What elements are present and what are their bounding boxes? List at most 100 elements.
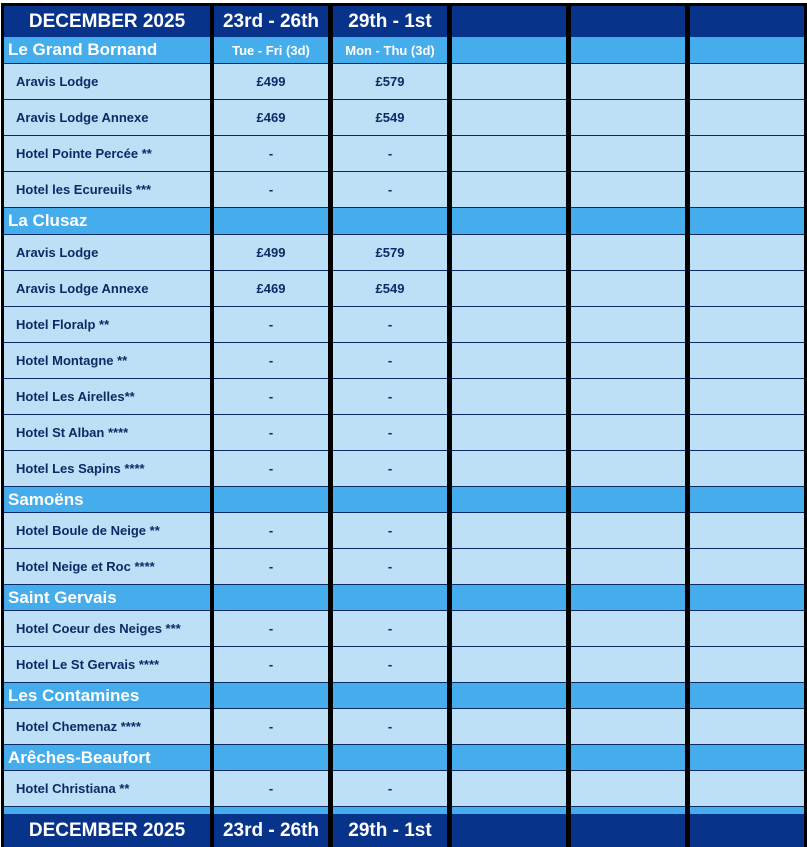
section-cell	[571, 37, 685, 64]
section-cell	[333, 208, 447, 235]
hotel-name: Hotel St Alban ****	[4, 415, 210, 451]
price-cell: -	[333, 307, 447, 343]
section-cell	[690, 585, 804, 611]
price-cell: -	[333, 136, 447, 172]
price-cell	[452, 709, 566, 745]
price-cell	[690, 64, 804, 100]
section-cell	[333, 487, 447, 513]
hotel-name: Aravis Lodge Annexe	[4, 271, 210, 307]
section-title: Le Grand Bornand	[4, 37, 210, 64]
price-cell	[690, 647, 804, 683]
price-cell	[571, 64, 685, 100]
hotel-name: Hotel Les Airelles**	[4, 379, 210, 415]
price-cell: £579	[333, 235, 447, 271]
section-cell	[690, 37, 804, 64]
column-header: 29th - 1st	[333, 6, 447, 37]
column-footer	[571, 814, 685, 847]
column-header	[452, 6, 566, 37]
section-cell	[452, 37, 566, 64]
period-column: 23rd - 26th Tue - Fri (3d) £499 £469- - £499 £…	[211, 3, 331, 847]
spacer	[690, 807, 804, 814]
spacer	[452, 807, 566, 814]
price-cell	[452, 771, 566, 807]
column-header: DECEMBER 2025	[4, 6, 210, 37]
column-footer: 23rd - 26th	[214, 814, 328, 847]
period-column	[568, 3, 688, 847]
section-title: Les Contamines	[4, 683, 210, 709]
price-cell: -	[214, 549, 328, 585]
price-cell: -	[333, 451, 447, 487]
price-cell: -	[214, 513, 328, 549]
price-cell	[452, 513, 566, 549]
price-cell: -	[214, 415, 328, 451]
column-footer: 29th - 1st	[333, 814, 447, 847]
price-cell: £469	[214, 271, 328, 307]
price-cell	[690, 100, 804, 136]
price-cell	[452, 271, 566, 307]
price-cell	[571, 771, 685, 807]
section-title: Arêches-Beaufort	[4, 745, 210, 771]
hotel-name: Hotel Neige et Roc ****	[4, 549, 210, 585]
price-cell: -	[333, 611, 447, 647]
section-cell	[571, 745, 685, 771]
period-column	[687, 3, 807, 847]
price-cell	[690, 549, 804, 585]
price-cell: -	[214, 307, 328, 343]
price-cell	[571, 343, 685, 379]
period-column	[449, 3, 569, 847]
hotel-name: Hotel Coeur des Neiges ***	[4, 611, 210, 647]
price-cell	[690, 271, 804, 307]
section-cell	[452, 208, 566, 235]
price-cell	[571, 549, 685, 585]
price-cell	[571, 100, 685, 136]
price-cell	[571, 513, 685, 549]
hotel-name: Hotel Floralp **	[4, 307, 210, 343]
price-cell: -	[333, 379, 447, 415]
hotel-name: Hotel Christiana **	[4, 771, 210, 807]
price-cell	[452, 647, 566, 683]
section-cell	[452, 745, 566, 771]
price-cell	[690, 709, 804, 745]
section-cell	[571, 683, 685, 709]
hotel-name: Aravis Lodge Annexe	[4, 100, 210, 136]
hotel-name: Aravis Lodge	[4, 235, 210, 271]
price-cell	[690, 235, 804, 271]
price-cell	[452, 64, 566, 100]
section-cell	[690, 745, 804, 771]
price-cell	[690, 343, 804, 379]
hotel-name: Hotel Chemenaz ****	[4, 709, 210, 745]
price-cell: -	[333, 172, 447, 208]
price-cell: -	[214, 647, 328, 683]
section-cell	[214, 585, 328, 611]
price-cell: -	[333, 343, 447, 379]
price-cell	[571, 307, 685, 343]
price-cell	[690, 451, 804, 487]
section-title: Saint Gervais	[4, 585, 210, 611]
price-cell	[452, 415, 566, 451]
price-cell	[452, 136, 566, 172]
price-cell: £579	[333, 64, 447, 100]
section-cell	[214, 745, 328, 771]
column-footer	[452, 814, 566, 847]
section-cell: Mon - Thu (3d)	[333, 37, 447, 64]
section-title: Samoëns	[4, 487, 210, 513]
price-cell	[452, 379, 566, 415]
price-cell	[571, 647, 685, 683]
price-cell	[690, 611, 804, 647]
section-cell	[214, 208, 328, 235]
section-title: La Clusaz	[4, 208, 210, 235]
price-cell: -	[333, 415, 447, 451]
section-cell	[571, 487, 685, 513]
price-cell: -	[333, 549, 447, 585]
price-cell	[690, 771, 804, 807]
price-cell: £549	[333, 271, 447, 307]
price-cell	[452, 343, 566, 379]
section-cell	[333, 585, 447, 611]
section-cell	[333, 683, 447, 709]
price-cell	[690, 513, 804, 549]
price-cell	[690, 172, 804, 208]
section-cell	[452, 585, 566, 611]
column-header	[571, 6, 685, 37]
price-cell	[571, 271, 685, 307]
section-cell	[690, 208, 804, 235]
